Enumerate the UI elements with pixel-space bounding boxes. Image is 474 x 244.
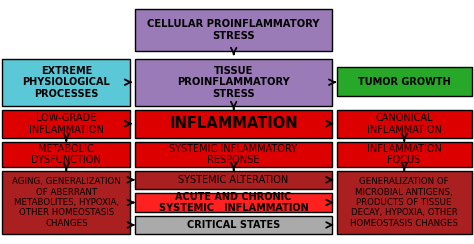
- FancyBboxPatch shape: [2, 59, 130, 106]
- FancyBboxPatch shape: [135, 110, 332, 138]
- Text: SYSTEMIC ALTERATION: SYSTEMIC ALTERATION: [178, 175, 289, 185]
- FancyBboxPatch shape: [2, 171, 130, 234]
- Text: ACUTE AND CHRONIC
SYSTEMIC   INFLAMMATION: ACUTE AND CHRONIC SYSTEMIC INFLAMMATION: [159, 192, 308, 213]
- FancyBboxPatch shape: [337, 67, 472, 96]
- Text: INFLAMMATION
FOCUS: INFLAMMATION FOCUS: [367, 143, 441, 165]
- FancyBboxPatch shape: [135, 59, 332, 106]
- Text: CRITICAL STATES: CRITICAL STATES: [187, 220, 280, 230]
- Text: CANONICAL
INFLAMMATION: CANONICAL INFLAMMATION: [367, 113, 441, 135]
- Text: GENERALIZATION OF
MICROBIAL ANTIGENS,
PRODUCTS OF TISSUE
DECAY, HYPOXIA, OTHER
H: GENERALIZATION OF MICROBIAL ANTIGENS, PR…: [350, 177, 458, 228]
- Text: AGING, GENERALIZATION
OF ABERRANT
METABOLITES, HYPOXIA,
OTHER HOMEOSTASIS
CHANGE: AGING, GENERALIZATION OF ABERRANT METABO…: [12, 177, 121, 228]
- FancyBboxPatch shape: [135, 216, 332, 234]
- FancyBboxPatch shape: [135, 171, 332, 189]
- FancyBboxPatch shape: [135, 193, 332, 212]
- Text: INFLAMMATION: INFLAMMATION: [169, 116, 298, 131]
- Text: METABOLIC
DYSFUNCTION: METABOLIC DYSFUNCTION: [31, 143, 101, 165]
- FancyBboxPatch shape: [337, 142, 472, 167]
- Text: EXTREME
PHYSIOLOGICAL
PROCESSES: EXTREME PHYSIOLOGICAL PROCESSES: [22, 66, 110, 99]
- FancyBboxPatch shape: [135, 9, 332, 51]
- Text: CELLULAR PROINFLAMMATORY
STRESS: CELLULAR PROINFLAMMATORY STRESS: [147, 19, 319, 41]
- Text: LOW-GRADE
INFLAMMATION: LOW-GRADE INFLAMMATION: [29, 113, 104, 135]
- Text: TISSUE
PROINFLAMMATORY
STRESS: TISSUE PROINFLAMMATORY STRESS: [177, 66, 290, 99]
- FancyBboxPatch shape: [2, 142, 130, 167]
- Text: SYSTEMIC INFLAMMATORY
RESPONSE: SYSTEMIC INFLAMMATORY RESPONSE: [169, 143, 298, 165]
- FancyBboxPatch shape: [2, 110, 130, 138]
- FancyBboxPatch shape: [337, 110, 472, 138]
- FancyBboxPatch shape: [337, 171, 472, 234]
- Text: TUMOR GROWTH: TUMOR GROWTH: [358, 77, 450, 87]
- FancyBboxPatch shape: [135, 142, 332, 167]
